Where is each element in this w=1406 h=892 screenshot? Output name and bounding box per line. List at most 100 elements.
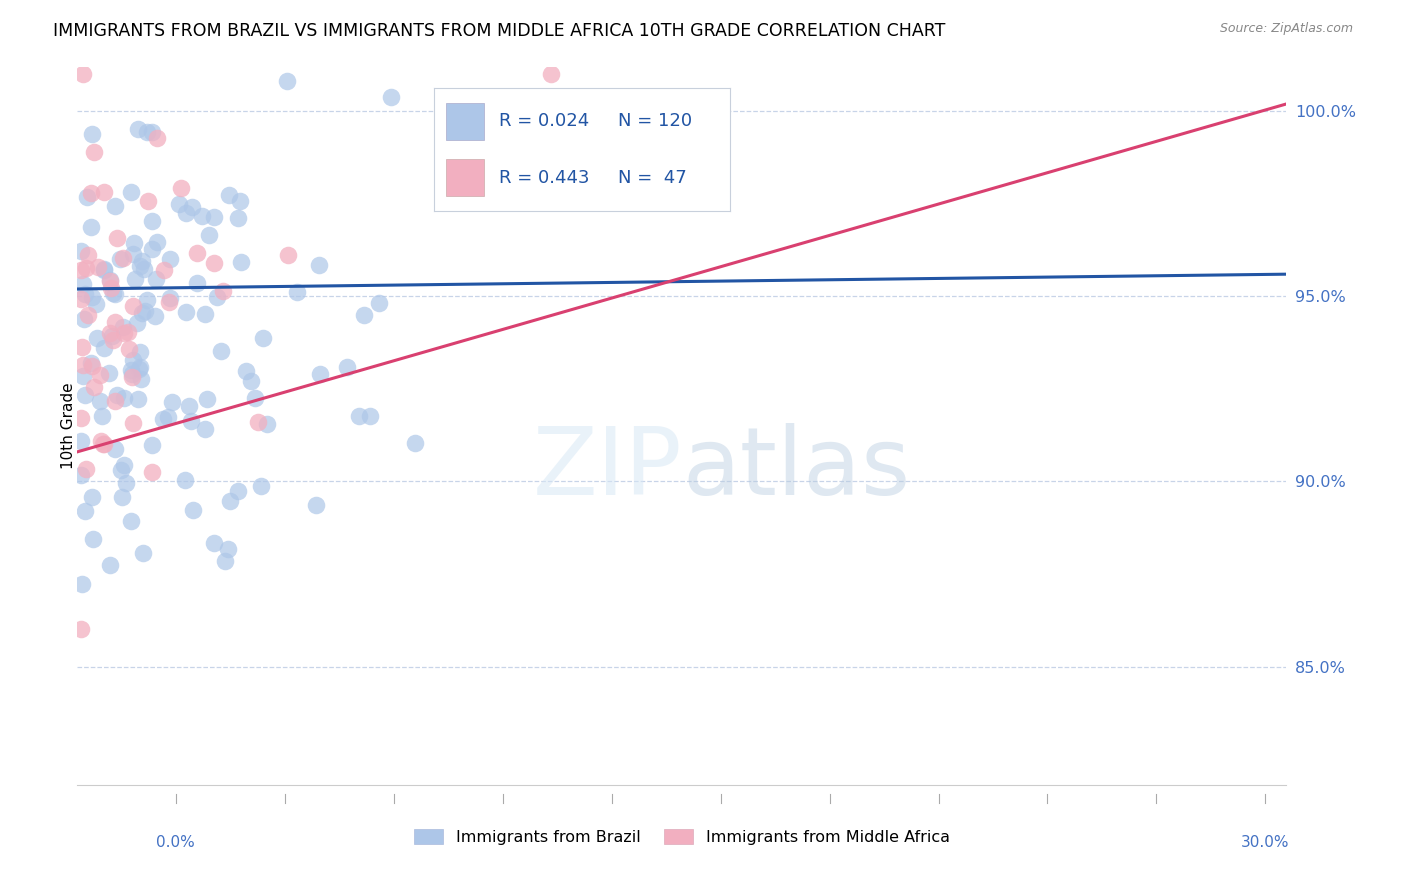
Point [98,558,121,572]
Point [180,200,202,214]
Point [89,368,111,383]
Point [90,409,112,423]
Point [100,328,122,343]
Point [368,296,391,310]
Point [277,248,299,262]
Point [103,442,125,457]
Point [76,190,98,204]
Point [231,254,253,268]
Point [174,304,197,318]
Point [97,366,120,380]
Point [79,186,101,201]
Point [194,422,217,436]
Point [141,465,163,479]
Point [77,248,100,262]
Point [121,369,143,384]
Point [214,554,236,568]
Point [124,272,146,286]
Point [112,320,135,334]
Point [285,285,308,300]
Point [252,331,274,345]
Point [235,364,257,378]
Text: Source: ZipAtlas.com: Source: ZipAtlas.com [1219,22,1353,36]
Point [83,145,105,160]
Point [202,210,225,224]
Text: 30.0%: 30.0% [1241,836,1289,850]
Point [72,67,94,81]
Point [122,299,145,313]
Point [98,273,121,287]
Point [218,493,240,508]
Point [127,316,149,330]
Point [118,343,141,357]
Point [152,411,174,425]
Point [160,394,183,409]
Point [70,468,93,483]
Point [226,211,249,225]
Point [73,504,96,518]
Point [380,90,402,104]
Point [353,308,375,322]
Point [146,131,169,145]
Point [129,344,152,359]
Point [111,490,134,504]
Point [120,363,142,377]
Point [186,245,208,260]
Point [98,326,121,340]
Point [121,368,143,382]
Point [80,219,103,234]
Point [129,372,152,386]
Point [404,435,426,450]
Point [128,359,150,374]
Point [170,180,193,194]
Point [186,276,208,290]
Point [93,262,115,277]
Point [120,186,142,200]
Point [141,125,163,139]
Point [91,437,114,451]
Point [359,409,381,423]
Point [202,256,225,270]
Point [249,478,271,492]
Point [112,392,135,406]
Point [93,261,115,276]
Point [136,125,159,139]
Point [114,476,136,491]
Point [308,367,330,381]
Point [136,194,159,209]
Point [146,235,169,250]
Point [70,410,93,425]
Point [122,417,145,431]
Point [111,252,134,266]
Point [104,315,127,329]
Point [239,374,262,388]
Point [129,259,152,273]
Point [76,308,98,322]
Point [128,361,150,376]
Point [86,330,108,344]
Point [177,399,200,413]
Point [90,434,112,449]
Point [89,393,111,408]
Point [141,242,163,256]
Point [202,536,225,550]
Point [108,252,131,266]
Point [75,286,97,301]
Point [141,438,163,452]
Point [145,271,167,285]
Point [120,514,142,528]
Point [308,258,330,272]
Point [134,262,156,277]
Point [75,461,97,475]
Point [349,409,371,423]
Point [70,292,93,306]
Y-axis label: 10th Grade: 10th Grade [62,383,76,469]
Text: ZIP: ZIP [533,423,682,515]
Point [73,387,96,401]
Point [70,434,93,448]
Point [218,187,240,202]
Point [132,546,155,560]
Point [159,292,181,306]
Point [143,310,166,324]
Point [174,473,197,487]
